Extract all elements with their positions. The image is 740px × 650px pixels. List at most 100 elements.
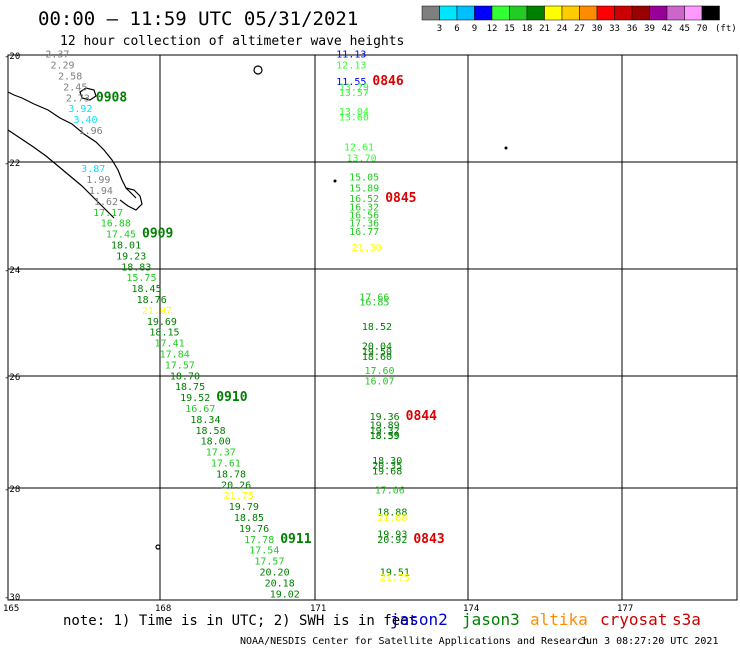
wave-height-point: 15.05 — [349, 172, 379, 183]
wave-height-point: 2.45 — [63, 82, 87, 93]
footer-credit: NOAA/NESDIS Center for Satellite Applica… — [240, 636, 589, 647]
wave-height-point: 18.00 — [201, 437, 231, 448]
wave-height-point: 13.29 — [339, 82, 369, 93]
colorbar-swatch — [474, 5, 493, 21]
wave-height-point: 2.73 — [66, 93, 90, 104]
wave-height-point: 16.67 — [185, 404, 215, 415]
wave-height-point: 17.84 — [160, 349, 190, 360]
legend-entry: s3a — [672, 610, 701, 629]
wave-height-point: 11.13 — [336, 50, 366, 61]
y-tick-label: -24 — [4, 266, 20, 276]
wave-height-point: 15.75 — [126, 273, 156, 284]
wave-height-point: 18.34 — [190, 415, 220, 426]
wave-height-point: 20.04 — [362, 341, 392, 352]
pass-time-label: 0910 — [216, 390, 247, 405]
wave-height-point: 3.40 — [74, 115, 98, 126]
wave-height-point: 18.59 — [370, 431, 400, 442]
colorbar-tick: 12 — [487, 24, 498, 34]
wave-height-point: 20.20 — [259, 567, 289, 578]
wave-height-point: 19.51 — [380, 567, 410, 578]
wave-height-point: 17.06 — [375, 486, 405, 497]
colorbar-tick: 70 — [697, 24, 708, 34]
pass-time-label: 0908 — [96, 90, 127, 105]
colorbar: 3 6 9 12 15 18 21 24 27 30 33 36 39 42 45 70 — [421, 5, 720, 34]
colorbar-tick: 36 — [627, 24, 638, 34]
wave-height-point: 1.99 — [86, 175, 110, 186]
island-dot — [504, 146, 508, 150]
wave-height-point: 18.58 — [195, 426, 225, 437]
wave-height-point: 12.13 — [336, 61, 366, 72]
colorbar-tick: 15 — [504, 24, 515, 34]
wave-height-point: 1.62 — [94, 197, 118, 208]
wave-height-point: 2.37 — [45, 50, 69, 61]
colorbar-tick: 24 — [557, 24, 568, 34]
colorbar-tick: 42 — [662, 24, 673, 34]
wave-height-point: 18.45 — [131, 284, 161, 295]
wave-height-point: 19.68 — [372, 467, 402, 478]
wave-height-point: 16.52 — [349, 194, 379, 205]
wave-height-point: 19.79 — [229, 502, 259, 513]
wave-height-point: 19.52 — [180, 393, 210, 404]
lat-gridlines — [8, 161, 737, 489]
footer-generated: Jun 3 08:27:20 UTC 2021 — [580, 636, 718, 647]
wave-height-point: 18.52 — [362, 322, 392, 333]
wave-height-point: 18.60 — [362, 352, 392, 363]
colorbar-swatch — [631, 5, 650, 21]
wave-height-point: 17.45 — [106, 230, 136, 241]
colorbar-tick: 18 — [522, 24, 533, 34]
colorbar-swatch — [596, 5, 615, 21]
wave-height-point: 19.76 — [239, 524, 269, 535]
wave-height-point: 18.78 — [216, 469, 246, 480]
wave-height-point: 17.17 — [93, 208, 123, 219]
legend-entry: jason3 — [462, 610, 520, 629]
wave-height-point: 16.56 — [349, 211, 379, 222]
pass-time-label: 0909 — [142, 227, 173, 242]
colorbar-swatch — [456, 5, 475, 21]
wave-height-point: 21.07 — [142, 306, 172, 317]
colorbar-swatch — [614, 5, 633, 21]
colorbar-swatch — [439, 5, 458, 21]
island-dot — [333, 179, 337, 183]
legend-entry: jason2 — [390, 610, 448, 629]
x-tick-label: 165 — [3, 604, 19, 614]
wave-height-point: 16.77 — [349, 227, 379, 238]
colorbar-unit: (ft) — [715, 24, 737, 34]
y-tick-label: -22 — [4, 159, 20, 169]
colorbar-tick: 39 — [644, 24, 655, 34]
wave-height-point: 17.57 — [165, 360, 195, 371]
wave-height-point: 16.07 — [364, 377, 394, 388]
wave-height-point: 17.41 — [155, 339, 185, 350]
wave-height-point: 3.92 — [68, 104, 92, 115]
x-tick-label: 171 — [310, 604, 326, 614]
wave-height-point: 18.85 — [234, 513, 264, 524]
chart-subtitle: 12 hour collection of altimeter wave hei… — [60, 34, 404, 49]
wave-height-point: 18.30 — [372, 456, 402, 467]
colorbar-swatch — [701, 5, 720, 21]
colorbar-swatch — [421, 5, 440, 21]
wave-height-point: 18.70 — [170, 371, 200, 382]
wave-height-point: 19.23 — [116, 251, 146, 262]
wave-height-point: 17.78 — [244, 535, 274, 546]
wave-height-point: 16.32 — [349, 202, 379, 213]
wave-height-point: 18.75 — [175, 382, 205, 393]
colorbar-tick: 9 — [472, 24, 477, 34]
wave-height-point: 2.58 — [58, 72, 82, 83]
wave-height-point: 18.15 — [149, 328, 179, 339]
wave-height-point: 19.50 — [362, 347, 392, 358]
colorbar-tick: 6 — [454, 24, 459, 34]
colorbar-tick: 45 — [679, 24, 690, 34]
x-tick-label: 168 — [155, 604, 171, 614]
wave-height-point: 15.89 — [349, 183, 379, 194]
pass-time-label: 0846 — [372, 74, 403, 89]
wave-height-point: 21.75 — [380, 573, 410, 584]
colorbar-swatch — [561, 5, 580, 21]
colorbar-swatch — [579, 5, 598, 21]
wave-height-point: 21.88 — [377, 513, 407, 524]
pass-time-label: 0843 — [413, 532, 444, 547]
colorbar-swatch — [684, 5, 703, 21]
wave-height-point: 18.01 — [111, 240, 141, 251]
wave-height-point: 20.26 — [221, 480, 251, 491]
wave-height-point: 19.69 — [147, 317, 177, 328]
wave-height-point: 19.02 — [270, 589, 300, 600]
wave-height-point: 20.35 — [372, 461, 402, 472]
